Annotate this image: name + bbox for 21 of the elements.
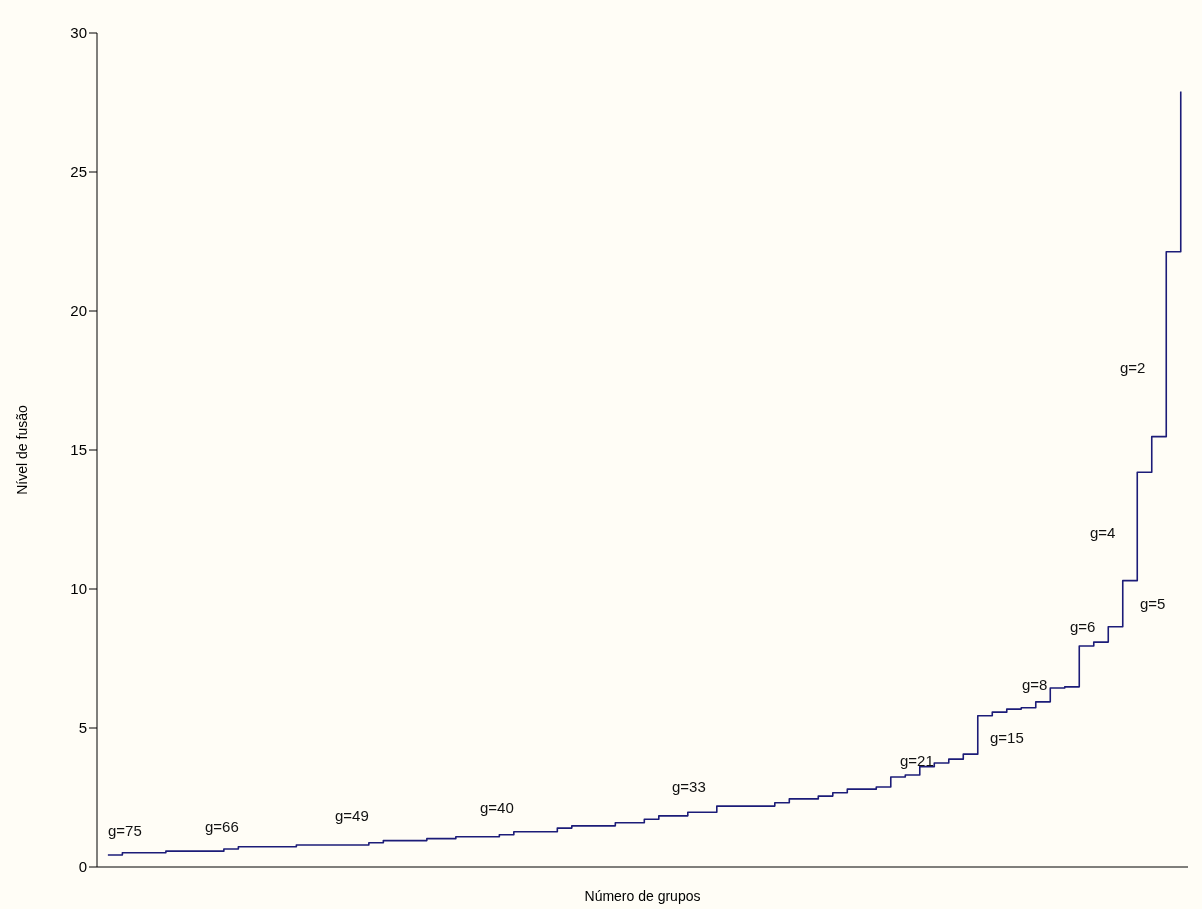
annotation: g=2: [1120, 358, 1146, 376]
annotation: g=21: [900, 751, 934, 769]
annotation: g=66: [205, 817, 239, 835]
annotation: g=75: [108, 821, 142, 839]
y-axis-title: Nível de fusão: [13, 405, 30, 495]
annotation: g=33: [672, 777, 706, 795]
annotation: g=49: [335, 806, 369, 824]
y-tick-label: 5: [78, 719, 87, 737]
y-tick-label: 30: [70, 24, 87, 42]
annotation: g=15: [990, 728, 1024, 746]
y-tick-label: 20: [70, 302, 87, 320]
annotation: g=40: [480, 798, 514, 816]
y-tick-label: 0: [78, 858, 87, 876]
y-tick-label: 25: [70, 163, 87, 181]
y-tick-label: 10: [70, 580, 87, 598]
annotation: g=4: [1090, 523, 1116, 541]
annotation: g=6: [1070, 617, 1096, 635]
annotation: g=5: [1140, 594, 1166, 612]
y-tick-label: 15: [70, 441, 87, 459]
x-axis-title: Número de grupos: [584, 888, 701, 904]
annotation: g=8: [1022, 675, 1048, 693]
